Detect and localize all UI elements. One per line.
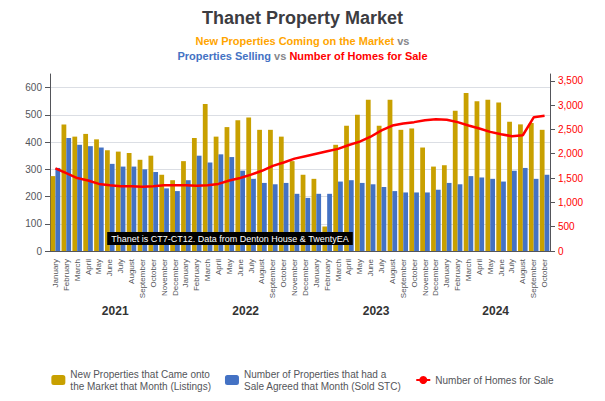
- svg-text:Properties Selling: Properties Selling: [177, 50, 271, 62]
- svg-text:Number of Properties that had: Number of Properties that had a: [244, 369, 387, 380]
- svg-text:2022: 2022: [232, 304, 259, 318]
- svg-text:New Properties that Came onto: New Properties that Came onto: [70, 369, 210, 380]
- svg-text:October: October: [149, 259, 158, 288]
- svg-text:0: 0: [558, 246, 564, 257]
- svg-text:November: November: [160, 259, 169, 296]
- svg-text:August: August: [257, 258, 266, 284]
- svg-text:vs: vs: [271, 50, 289, 62]
- svg-text:July: July: [507, 259, 516, 273]
- svg-text:May: May: [225, 259, 234, 274]
- svg-text:2024: 2024: [482, 304, 509, 318]
- svg-text:December: December: [171, 259, 180, 296]
- svg-text:March: March: [334, 259, 343, 281]
- svg-text:April: April: [344, 259, 353, 275]
- svg-text:0: 0: [36, 246, 42, 257]
- svg-text:April: April: [84, 259, 93, 275]
- svg-text:January: January: [51, 259, 60, 287]
- svg-text:June: June: [366, 258, 375, 276]
- svg-text:December: December: [301, 259, 310, 296]
- svg-text:Thanet Property Market: Thanet Property Market: [202, 8, 403, 28]
- svg-text:3,500: 3,500: [558, 75, 583, 86]
- svg-text:March: March: [464, 259, 473, 281]
- svg-text:Number of Homes for Sale: Number of Homes for Sale: [435, 375, 554, 386]
- svg-text:1,500: 1,500: [558, 173, 583, 184]
- svg-text:2,000: 2,000: [558, 148, 583, 159]
- svg-text:400: 400: [25, 137, 42, 148]
- svg-text:October: October: [410, 259, 419, 288]
- svg-text:February: February: [323, 259, 332, 291]
- svg-text:June: June: [105, 258, 114, 276]
- svg-text:February: February: [192, 259, 201, 291]
- svg-text:December: December: [431, 259, 440, 296]
- svg-text:Sale Agreed that Month (Sold S: Sale Agreed that Month (Sold STC): [244, 381, 401, 392]
- svg-text:2,500: 2,500: [558, 124, 583, 135]
- svg-text:September: September: [399, 259, 408, 298]
- svg-text:May: May: [355, 259, 364, 274]
- svg-text:November: November: [290, 259, 299, 296]
- svg-text:the Market that Month (Listing: the Market that Month (Listings): [70, 381, 211, 392]
- svg-text:September: September: [529, 259, 538, 298]
- svg-text:March: March: [73, 259, 82, 281]
- svg-text:September: September: [268, 259, 277, 298]
- svg-text:October: October: [540, 259, 549, 288]
- svg-text:July: July: [116, 259, 125, 273]
- svg-text:February: February: [62, 259, 71, 291]
- svg-text:April: April: [475, 259, 484, 275]
- svg-text:February: February: [453, 259, 462, 291]
- svg-text:New Properties Coming on the M: New Properties Coming on the Market: [196, 35, 395, 47]
- svg-text:2023: 2023: [363, 304, 390, 318]
- svg-text:November: November: [421, 259, 430, 296]
- svg-text:Thanet is CT7-CT12. Data from: Thanet is CT7-CT12. Data from Denton Hou…: [111, 234, 348, 244]
- svg-text:March: March: [203, 259, 212, 281]
- svg-text:200: 200: [25, 191, 42, 202]
- svg-text:2021: 2021: [102, 304, 129, 318]
- svg-text:September: September: [138, 259, 147, 298]
- svg-text:300: 300: [25, 164, 42, 175]
- svg-text:May: May: [94, 259, 103, 274]
- svg-text:1,000: 1,000: [558, 197, 583, 208]
- svg-text:500: 500: [558, 221, 575, 232]
- svg-text:May: May: [486, 259, 495, 274]
- svg-text:January: January: [181, 259, 190, 287]
- svg-text:June: June: [497, 258, 506, 276]
- svg-text:August: August: [518, 258, 527, 284]
- svg-text:100: 100: [25, 218, 42, 229]
- svg-text:August: August: [388, 258, 397, 284]
- svg-text:500: 500: [25, 109, 42, 120]
- svg-text:January: January: [442, 259, 451, 287]
- svg-text:October: October: [279, 259, 288, 288]
- svg-text:July: July: [247, 259, 256, 273]
- svg-text:July: July: [377, 259, 386, 273]
- svg-text:3,000: 3,000: [558, 100, 583, 111]
- svg-text:June: June: [236, 258, 245, 276]
- svg-text:vs: vs: [394, 35, 409, 47]
- svg-text:April: April: [214, 259, 223, 275]
- svg-text:August: August: [127, 258, 136, 284]
- svg-text:Number of Homes for Sale: Number of Homes for Sale: [289, 50, 427, 62]
- svg-text:600: 600: [25, 82, 42, 93]
- svg-text:January: January: [312, 259, 321, 287]
